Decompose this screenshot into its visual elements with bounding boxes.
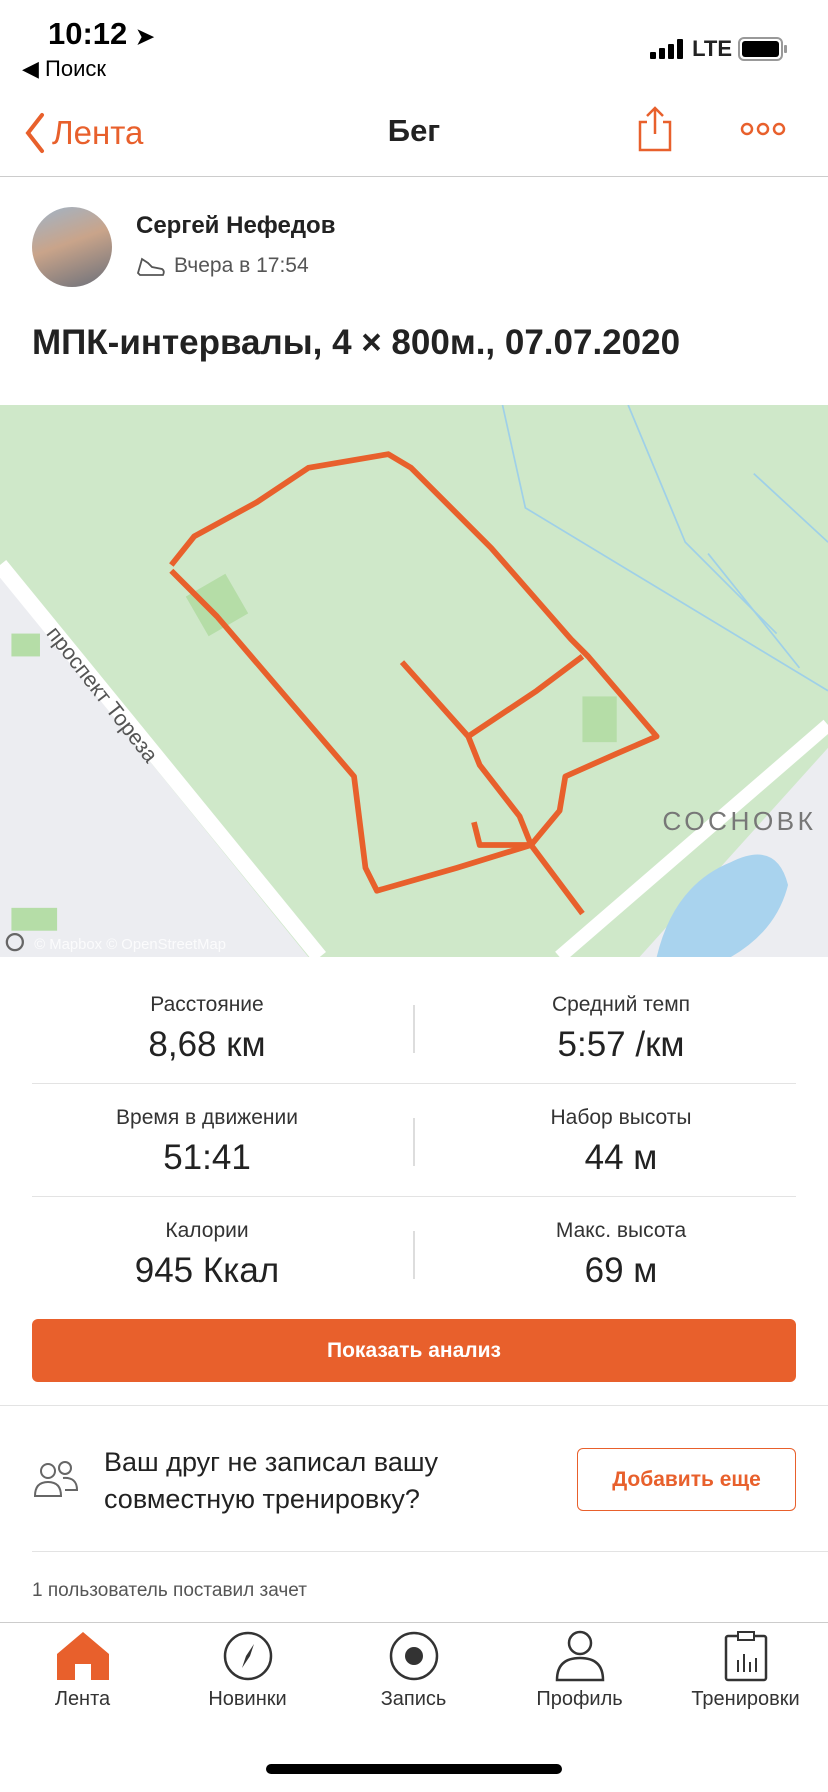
activity-title: МПК-интервалы, 4 × 800м., 07.07.2020 [32,323,681,362]
chevron-left-icon [25,113,44,153]
athlete-name[interactable]: Сергей Нефедов [136,212,336,239]
back-button[interactable]: Лента [24,112,143,154]
status-time: 10:12 ➤ [48,16,155,51]
route-main-loop [169,451,660,894]
road-toreza [0,559,326,963]
battery-icon [738,37,787,61]
tab-feed[interactable]: Лента [0,1630,165,1711]
activity-date: Вчера в 17:54 [136,254,309,278]
clearings [11,573,617,931]
more-icon[interactable] [740,122,786,136]
route-spur [471,821,532,848]
stat-moving-time: Время в движении 51:41 [116,1106,298,1177]
profile-icon [555,1630,604,1682]
record-icon [389,1631,438,1681]
road-east [555,719,828,963]
nav-divider [0,176,828,177]
add-more-button[interactable]: Добавить еще [577,1448,796,1511]
kudos-count[interactable]: 1 пользователь поставил зачет [32,1580,307,1601]
area-label: СОСНОВК [662,806,816,836]
tab-explore[interactable]: Новинки [165,1630,330,1711]
network-label: LTE [692,36,732,61]
training-log-icon [724,1631,767,1682]
stat-row-divider [32,1196,796,1197]
tab-profile[interactable]: Профиль [497,1630,662,1711]
compass-icon [223,1631,272,1681]
friend-prompt: Ваш друг не записал вашу совместную трени… [104,1447,439,1514]
stat-max-elevation: Макс. высота 69 м [555,1219,687,1290]
section-divider [32,1551,828,1552]
streams [501,404,828,692]
section-divider [0,1405,828,1406]
stat-elevation-gain: Набор высоты 44 м [550,1106,692,1177]
tabbar-divider [0,1622,828,1623]
share-icon[interactable] [638,106,672,152]
signal-icon [650,39,684,59]
location-arrow-icon: ➤ [135,24,155,49]
route-inner [399,660,585,916]
stat-divider [413,1118,415,1166]
tab-training[interactable]: Тренировки [663,1630,828,1711]
stat-divider [413,1231,415,1279]
stat-divider [413,1005,415,1053]
stat-distance: Расстояние 8,68 км [148,993,266,1064]
stat-avg-pace: Средний темп 5:57 /км [551,993,691,1064]
mapbox-logo-icon[interactable] [5,933,24,952]
route-connector [466,654,585,739]
page-title: Бег [387,113,441,148]
avatar[interactable] [32,207,112,287]
shoe-icon [136,257,165,276]
stat-calories: Калории 945 Ккал [134,1219,280,1290]
status-back-app[interactable]: ◀ Поиск [22,56,106,81]
home-indicator[interactable] [266,1764,562,1774]
route-map[interactable]: проспект Тореза СОСНОВК © Mapbox © OpenS… [0,404,828,963]
home-icon [56,1632,109,1680]
lake [656,854,789,957]
show-analysis-button[interactable]: Показать анализ [32,1319,796,1382]
status-indicators: LTE [650,36,788,62]
tab-record[interactable]: Запись [331,1630,496,1711]
stat-row-divider [32,1083,796,1084]
map-attribution[interactable]: © Mapbox © OpenStreetMap [34,937,226,953]
group-icon [33,1461,79,1497]
